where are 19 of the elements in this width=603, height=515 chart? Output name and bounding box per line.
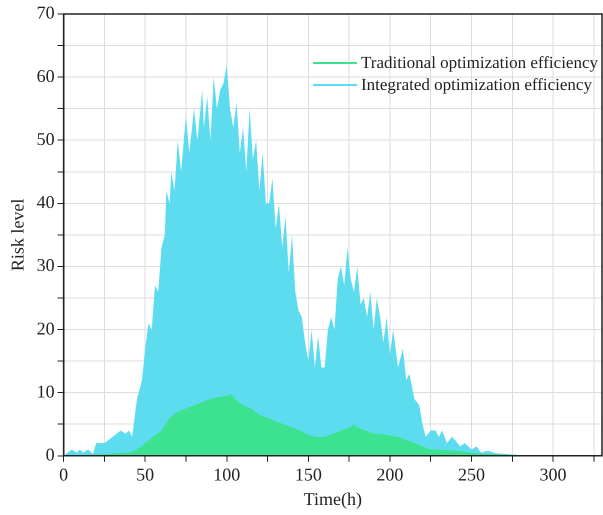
y-tick-label: 40 bbox=[36, 192, 55, 212]
y-axis-title: Risk level bbox=[8, 198, 28, 272]
x-tick-label: 100 bbox=[213, 464, 240, 484]
y-tick-label: 0 bbox=[46, 444, 55, 465]
x-axis-title: Time(h) bbox=[304, 488, 362, 509]
legend-label: Traditional optimization efficiency bbox=[361, 53, 598, 73]
x-tick-label: 150 bbox=[294, 464, 322, 484]
y-tick-label: 70 bbox=[36, 2, 55, 23]
x-tick-label: 250 bbox=[458, 464, 485, 484]
y-tick-label: 60 bbox=[36, 66, 55, 86]
legend-label: Integrated optimization efficiency bbox=[361, 75, 592, 95]
y-tick-label: 30 bbox=[36, 255, 55, 276]
x-tick-label: 50 bbox=[136, 464, 154, 484]
x-tick-label: 0 bbox=[59, 464, 68, 484]
y-tick-label: 50 bbox=[36, 128, 55, 149]
y-tick-label: 20 bbox=[36, 318, 55, 338]
x-tick-label: 300 bbox=[540, 464, 567, 484]
y-tick-label: 10 bbox=[36, 381, 55, 402]
x-tick-label: 200 bbox=[376, 464, 404, 484]
